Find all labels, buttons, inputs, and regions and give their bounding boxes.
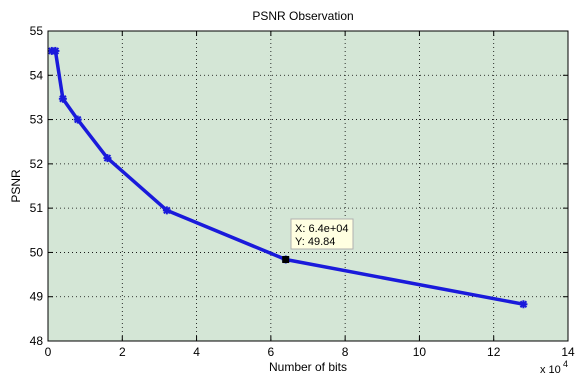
data-point [73,115,82,124]
y-axis-ticks: 48 49 50 51 52 53 54 55 [30,24,568,348]
x-axis-exponent: x 10 4 [540,359,568,374]
y-tick-label: 50 [30,245,44,259]
y-tick-label: 55 [30,24,44,38]
x-tick-label: 14 [561,345,575,359]
x-exponent-base: x 10 [540,364,561,374]
x-axis-title: Number of bits [269,360,347,374]
x-axis-ticks: 0 2 4 6 8 10 12 14 [45,31,575,359]
x-tick-label: 2 [119,345,126,359]
datatip[interactable]: X: 6.4e+04 Y: 49.84 [290,218,354,250]
x-tick-label: 6 [268,345,275,359]
data-point [58,94,67,103]
y-tick-label: 51 [30,201,44,215]
y-tick-label: 54 [30,68,44,82]
y-tick-label: 48 [30,334,44,348]
grid-lines [48,31,568,341]
datatip-marker [282,256,290,263]
series-group [47,46,528,309]
x-exponent-power: 4 [563,359,568,369]
x-tick-label: 0 [45,345,52,359]
x-tick-label: 12 [487,345,501,359]
series-line [49,49,526,306]
chart-title: PSNR Observation [252,9,353,23]
data-point [103,154,112,163]
plot-area [48,31,568,341]
data-point [162,206,171,215]
y-tick-label: 52 [30,157,44,171]
x-tick-label: 10 [413,345,427,359]
plot-frame [47,30,569,342]
data-point [519,300,528,309]
datatip-box [290,218,354,250]
data-point [51,46,60,55]
datatip-y-label: Y: 49.84 [295,236,335,248]
x-tick-label: 4 [193,345,200,359]
datatip-x-label: X: 6.4e+04 [295,223,349,235]
y-tick-label: 53 [30,113,44,127]
x-tick-label: 8 [342,345,349,359]
y-tick-label: 49 [30,290,44,304]
y-axis-title: PSNR [9,169,23,203]
